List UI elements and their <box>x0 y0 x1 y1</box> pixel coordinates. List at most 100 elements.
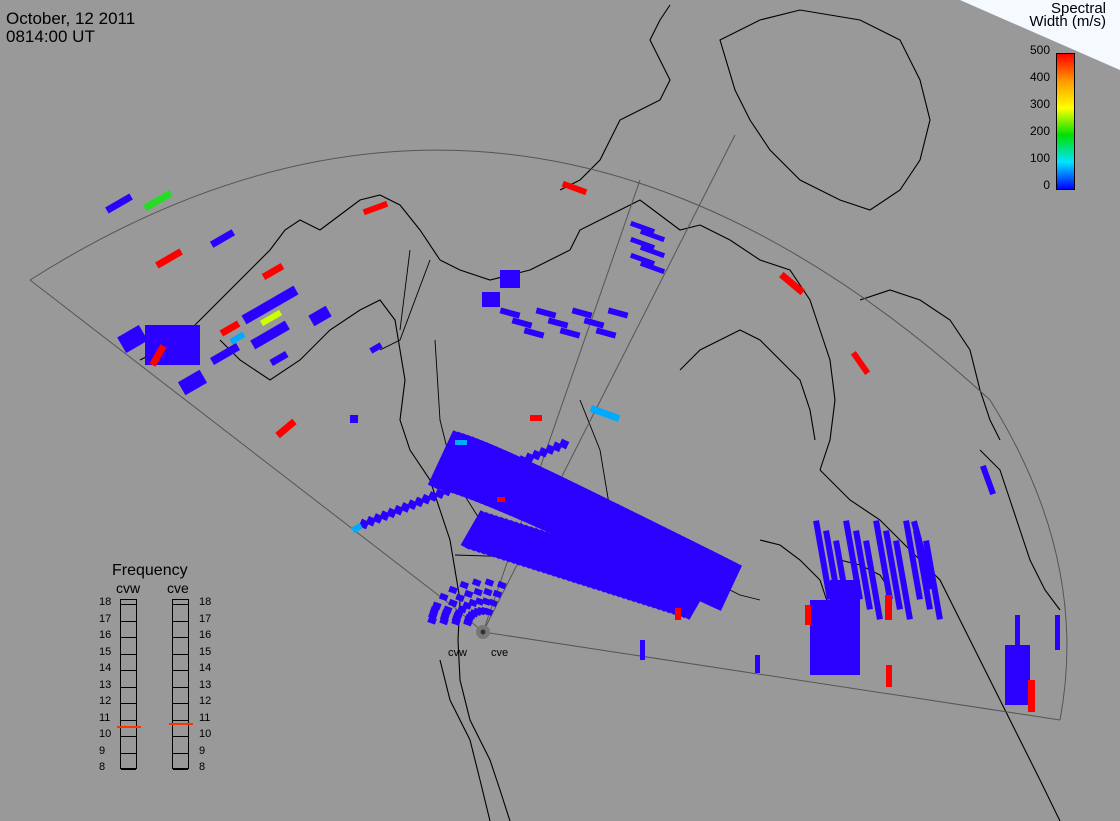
echo-cell <box>362 200 389 216</box>
frequency-label-cvw: 8 <box>99 761 106 773</box>
echo-cell <box>499 307 521 319</box>
frequency-tick <box>121 686 136 688</box>
frequency-label-cvw: 12 <box>99 695 112 707</box>
colorbar-tick: 500 <box>1029 43 1050 57</box>
echo-cell <box>629 220 656 235</box>
frequency-tick <box>173 620 188 622</box>
echo-cell <box>639 260 666 275</box>
echo-cell <box>561 180 588 196</box>
echo-cell <box>923 540 943 620</box>
echo-cell <box>428 611 438 620</box>
colorbar-tick: 0 <box>1043 178 1050 192</box>
echo-cell <box>873 520 893 600</box>
echo-cell <box>474 597 485 606</box>
frequency-label-cvw: 16 <box>99 629 112 641</box>
echo-cell <box>530 415 542 421</box>
echo-cell <box>911 520 935 590</box>
colorbar-title-line2: Width (m/s) <box>1029 13 1106 30</box>
echo-cell <box>1015 615 1020 655</box>
radar-name-cvw: cvw <box>116 580 141 596</box>
echo-cell <box>571 307 593 319</box>
echo-cell <box>483 607 494 617</box>
frequency-tick <box>121 620 136 622</box>
echo-cell <box>639 244 666 259</box>
echo-cell <box>455 440 467 445</box>
frequency-label-cve: 10 <box>199 728 212 740</box>
echo-cell <box>463 589 474 599</box>
echo-cell <box>497 497 505 502</box>
frequency-tick <box>121 670 136 671</box>
echo-cell <box>496 580 507 590</box>
echo-cell <box>459 580 470 590</box>
site-label-cvw: cvw <box>448 647 467 659</box>
echo-cell <box>432 601 442 610</box>
echo-cell <box>351 522 363 534</box>
echo-cell <box>369 342 383 354</box>
echo-cell <box>455 593 465 602</box>
radar-site-dot <box>480 629 486 635</box>
echo-cell <box>439 612 450 622</box>
echo-cell <box>709 560 743 611</box>
echo-cell <box>629 252 656 267</box>
echo-cell <box>219 320 241 337</box>
colorbar-title-line1: Spectral <box>1050 0 1106 17</box>
frequency-scale-cve <box>169 599 193 770</box>
frequency-tick <box>121 769 136 770</box>
echo-cell <box>511 317 533 329</box>
echo-cell <box>473 587 483 597</box>
echo-cell <box>886 665 892 687</box>
frequency-tick <box>173 670 188 671</box>
echo-cell <box>484 578 495 587</box>
echo-cell <box>483 587 493 597</box>
echo-cell <box>482 292 500 307</box>
echo-cell <box>779 271 805 296</box>
frequency-label-cve: 17 <box>199 612 212 625</box>
echo-cell <box>143 189 173 212</box>
title-time: 0814:00 UT <box>6 27 95 46</box>
echo-cell <box>607 307 629 319</box>
colorbar-tick: 100 <box>1029 151 1050 165</box>
echo-cell <box>492 589 503 599</box>
frequency-tick <box>173 736 188 737</box>
echo-cell <box>913 530 933 610</box>
colorbar-tick: 200 <box>1029 124 1050 138</box>
echo-layer <box>105 180 1060 712</box>
echo-cell <box>259 309 283 327</box>
echo-cell <box>639 228 666 243</box>
colorbar <box>1056 53 1075 190</box>
echo-cell <box>755 655 760 673</box>
frequency-label-cvw: 10 <box>99 728 112 740</box>
frequency-tick <box>121 604 136 605</box>
echo-cell <box>980 464 996 496</box>
frequency-label-cve: 16 <box>199 629 212 641</box>
echo-cell <box>813 520 833 600</box>
frequency-marker-cve <box>169 722 193 725</box>
echo-cell <box>675 608 681 620</box>
echo-cell <box>488 598 498 608</box>
frequency-label-cve: 12 <box>199 695 212 707</box>
echo-cell <box>275 418 297 439</box>
echo-cell <box>833 540 853 620</box>
echo-cell <box>177 369 208 396</box>
echo-cell <box>640 640 645 660</box>
echo-cell <box>595 327 617 339</box>
echo-cell <box>448 585 458 595</box>
echo-cell <box>863 540 883 620</box>
colorbar-tick: 400 <box>1029 70 1050 84</box>
echo-cell <box>559 327 581 339</box>
echo-cell <box>535 307 557 319</box>
echo-cell <box>583 317 605 329</box>
frequency-label-cvw: 15 <box>99 645 112 658</box>
echo-cell <box>229 331 246 345</box>
frequency-tick <box>173 653 188 655</box>
echo-cell <box>893 540 913 620</box>
colorbar-tick: 300 <box>1029 97 1050 111</box>
frequency-tick <box>173 637 188 638</box>
echo-cell <box>853 530 873 610</box>
frequency-label-cvw: 9 <box>99 744 106 757</box>
frequency-label-cvw: 13 <box>99 678 112 691</box>
echo-cell <box>448 598 458 608</box>
frequency-label-cve: 9 <box>199 744 206 757</box>
